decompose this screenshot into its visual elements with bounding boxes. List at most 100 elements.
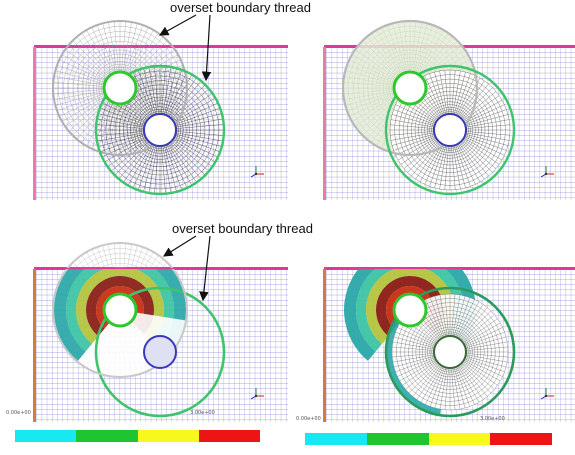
coordinate-triad-3 bbox=[250, 388, 264, 400]
overset-mesh-a-top-ring bbox=[74, 248, 166, 268]
mesh-panel-2 bbox=[323, 19, 575, 200]
overset-mesh-b-ring bbox=[138, 108, 182, 152]
overset-mesh-b-ring bbox=[407, 87, 493, 173]
overset-mesh-b-ring bbox=[414, 94, 486, 166]
overset-mesh-b-ring bbox=[429, 331, 471, 373]
overset-mesh-b-ring bbox=[130, 100, 190, 160]
colorbar-right-tick-min: 0.00e+00 bbox=[296, 416, 321, 422]
colorbar-left-yellow bbox=[137, 430, 199, 442]
annotation-overset-boundary-top: overset boundary thread bbox=[170, 0, 311, 15]
overset-mesh-b-ring bbox=[431, 111, 469, 149]
overset-boundary-a bbox=[341, 19, 479, 157]
overset-mesh-a-ring bbox=[89, 57, 151, 119]
colorbar-left bbox=[15, 430, 260, 442]
annotation-arrow-top-1 bbox=[158, 14, 197, 36]
overset-mesh-b-ring bbox=[404, 306, 496, 398]
overset-boundary-b bbox=[94, 64, 226, 196]
overset-mesh-a-ring bbox=[77, 45, 163, 131]
cylinder-a-wall bbox=[102, 292, 138, 328]
overset-mesh-b-ring bbox=[105, 75, 215, 185]
overset-mesh-b-ring bbox=[427, 329, 473, 375]
mesh-panel-3 bbox=[33, 242, 288, 422]
top-wall-boundary bbox=[324, 267, 575, 270]
colorbar-left-tick-max: 3.00e+00 bbox=[190, 410, 215, 416]
annotation-arrow-bottom-1 bbox=[162, 235, 197, 257]
overset-boundary-b bbox=[384, 64, 516, 196]
mesh-panel-4 bbox=[323, 267, 575, 422]
overset-bodies bbox=[341, 19, 516, 196]
annotation-overset-boundary-bottom: overset boundary thread bbox=[172, 221, 313, 236]
overset-mesh-b-ring bbox=[412, 314, 488, 390]
overset-mesh-b-ring bbox=[403, 83, 497, 177]
contour-band-a bbox=[344, 269, 476, 361]
overset-mesh-b-ring bbox=[126, 96, 194, 164]
overset-mesh-a-top-ring bbox=[81, 253, 159, 268]
overset-mesh-b-ring bbox=[123, 93, 197, 167]
left-wall-boundary bbox=[33, 47, 36, 200]
overset-mesh-b-ring bbox=[411, 91, 489, 169]
triad-origin bbox=[254, 394, 258, 398]
contour-band-a bbox=[54, 269, 186, 361]
contour-layer bbox=[344, 269, 516, 418]
colorbar-left-green bbox=[76, 430, 138, 442]
overset-mesh-a-ring bbox=[81, 49, 159, 127]
top-wall-boundary bbox=[34, 45, 288, 48]
overset-mesh-b-spokes bbox=[390, 70, 510, 190]
colorbar-right-tick-max: 3.00e+00 bbox=[480, 416, 505, 422]
cylinder-b-wall bbox=[143, 113, 177, 147]
overset-mesh-a-top-ring bbox=[113, 267, 127, 268]
overset-bodies bbox=[52, 242, 226, 418]
cylinder-a-wall bbox=[392, 70, 428, 106]
overset-boundary-b bbox=[94, 286, 226, 418]
overset-mesh-b-ring bbox=[421, 323, 479, 381]
overset-mesh-a-top-ring bbox=[89, 258, 151, 268]
overset-boundary-b bbox=[384, 286, 516, 418]
overset-mesh-b-ring bbox=[110, 80, 210, 180]
overset-mesh-b-ring bbox=[408, 310, 492, 394]
overset-mesh-b-ring bbox=[418, 98, 482, 162]
colorbar-right-green bbox=[366, 433, 429, 445]
triad-origin bbox=[544, 394, 548, 398]
overset-mesh-a-top-ring bbox=[98, 262, 142, 268]
triad-origin bbox=[254, 172, 258, 176]
left-wall-boundary bbox=[33, 269, 36, 422]
above-wall-mesh bbox=[66, 242, 174, 268]
overset-mesh-b-ring bbox=[396, 298, 504, 406]
overset-boundary-a-top bbox=[66, 242, 174, 268]
cylinder-a-wall bbox=[102, 70, 138, 106]
top-wall-boundary bbox=[34, 267, 288, 270]
overset-mesh-a-ring bbox=[92, 60, 148, 116]
overset-mesh-b-ring bbox=[418, 320, 482, 384]
overset-mesh-b-ring bbox=[394, 74, 506, 186]
overset-mesh-b-ring bbox=[415, 317, 485, 387]
overset-mesh-b-spokes bbox=[392, 294, 508, 410]
overset-mesh-a-ring bbox=[72, 40, 168, 136]
overset-mesh-b-ring bbox=[136, 106, 184, 154]
colorbar-right-cyan bbox=[305, 433, 367, 445]
overset-mesh-b-spokes bbox=[96, 66, 224, 194]
overset-mesh-a-ring bbox=[68, 36, 172, 140]
colorbar-left-tick-min: 0.00e+00 bbox=[6, 410, 31, 416]
cylinder-b-wall bbox=[433, 113, 467, 147]
annotation-arrow-bottom-2 bbox=[199, 235, 211, 302]
coordinate-triad-2 bbox=[540, 166, 554, 178]
contour-band-a bbox=[96, 286, 144, 329]
triad-origin bbox=[544, 172, 548, 176]
overset-bodies bbox=[52, 20, 226, 196]
overset-mesh-a-ring bbox=[58, 26, 182, 150]
coordinate-triad-1 bbox=[250, 166, 264, 178]
colorbar-right bbox=[305, 433, 552, 445]
mesh-panel-1 bbox=[33, 20, 288, 200]
overset-bodies bbox=[344, 269, 516, 418]
overset-mesh-b-ring bbox=[133, 103, 187, 157]
annotation-arrow-top-2 bbox=[201, 14, 212, 82]
contour-layer bbox=[52, 269, 226, 418]
overset-boundary-a bbox=[52, 269, 188, 378]
colorbar-right-red bbox=[490, 433, 552, 445]
overset-mesh-b-ring bbox=[114, 84, 206, 176]
overset-mesh-b-ring bbox=[141, 111, 179, 149]
cylinder-a-wall bbox=[392, 292, 428, 328]
colorbar-left-cyan bbox=[15, 430, 77, 442]
